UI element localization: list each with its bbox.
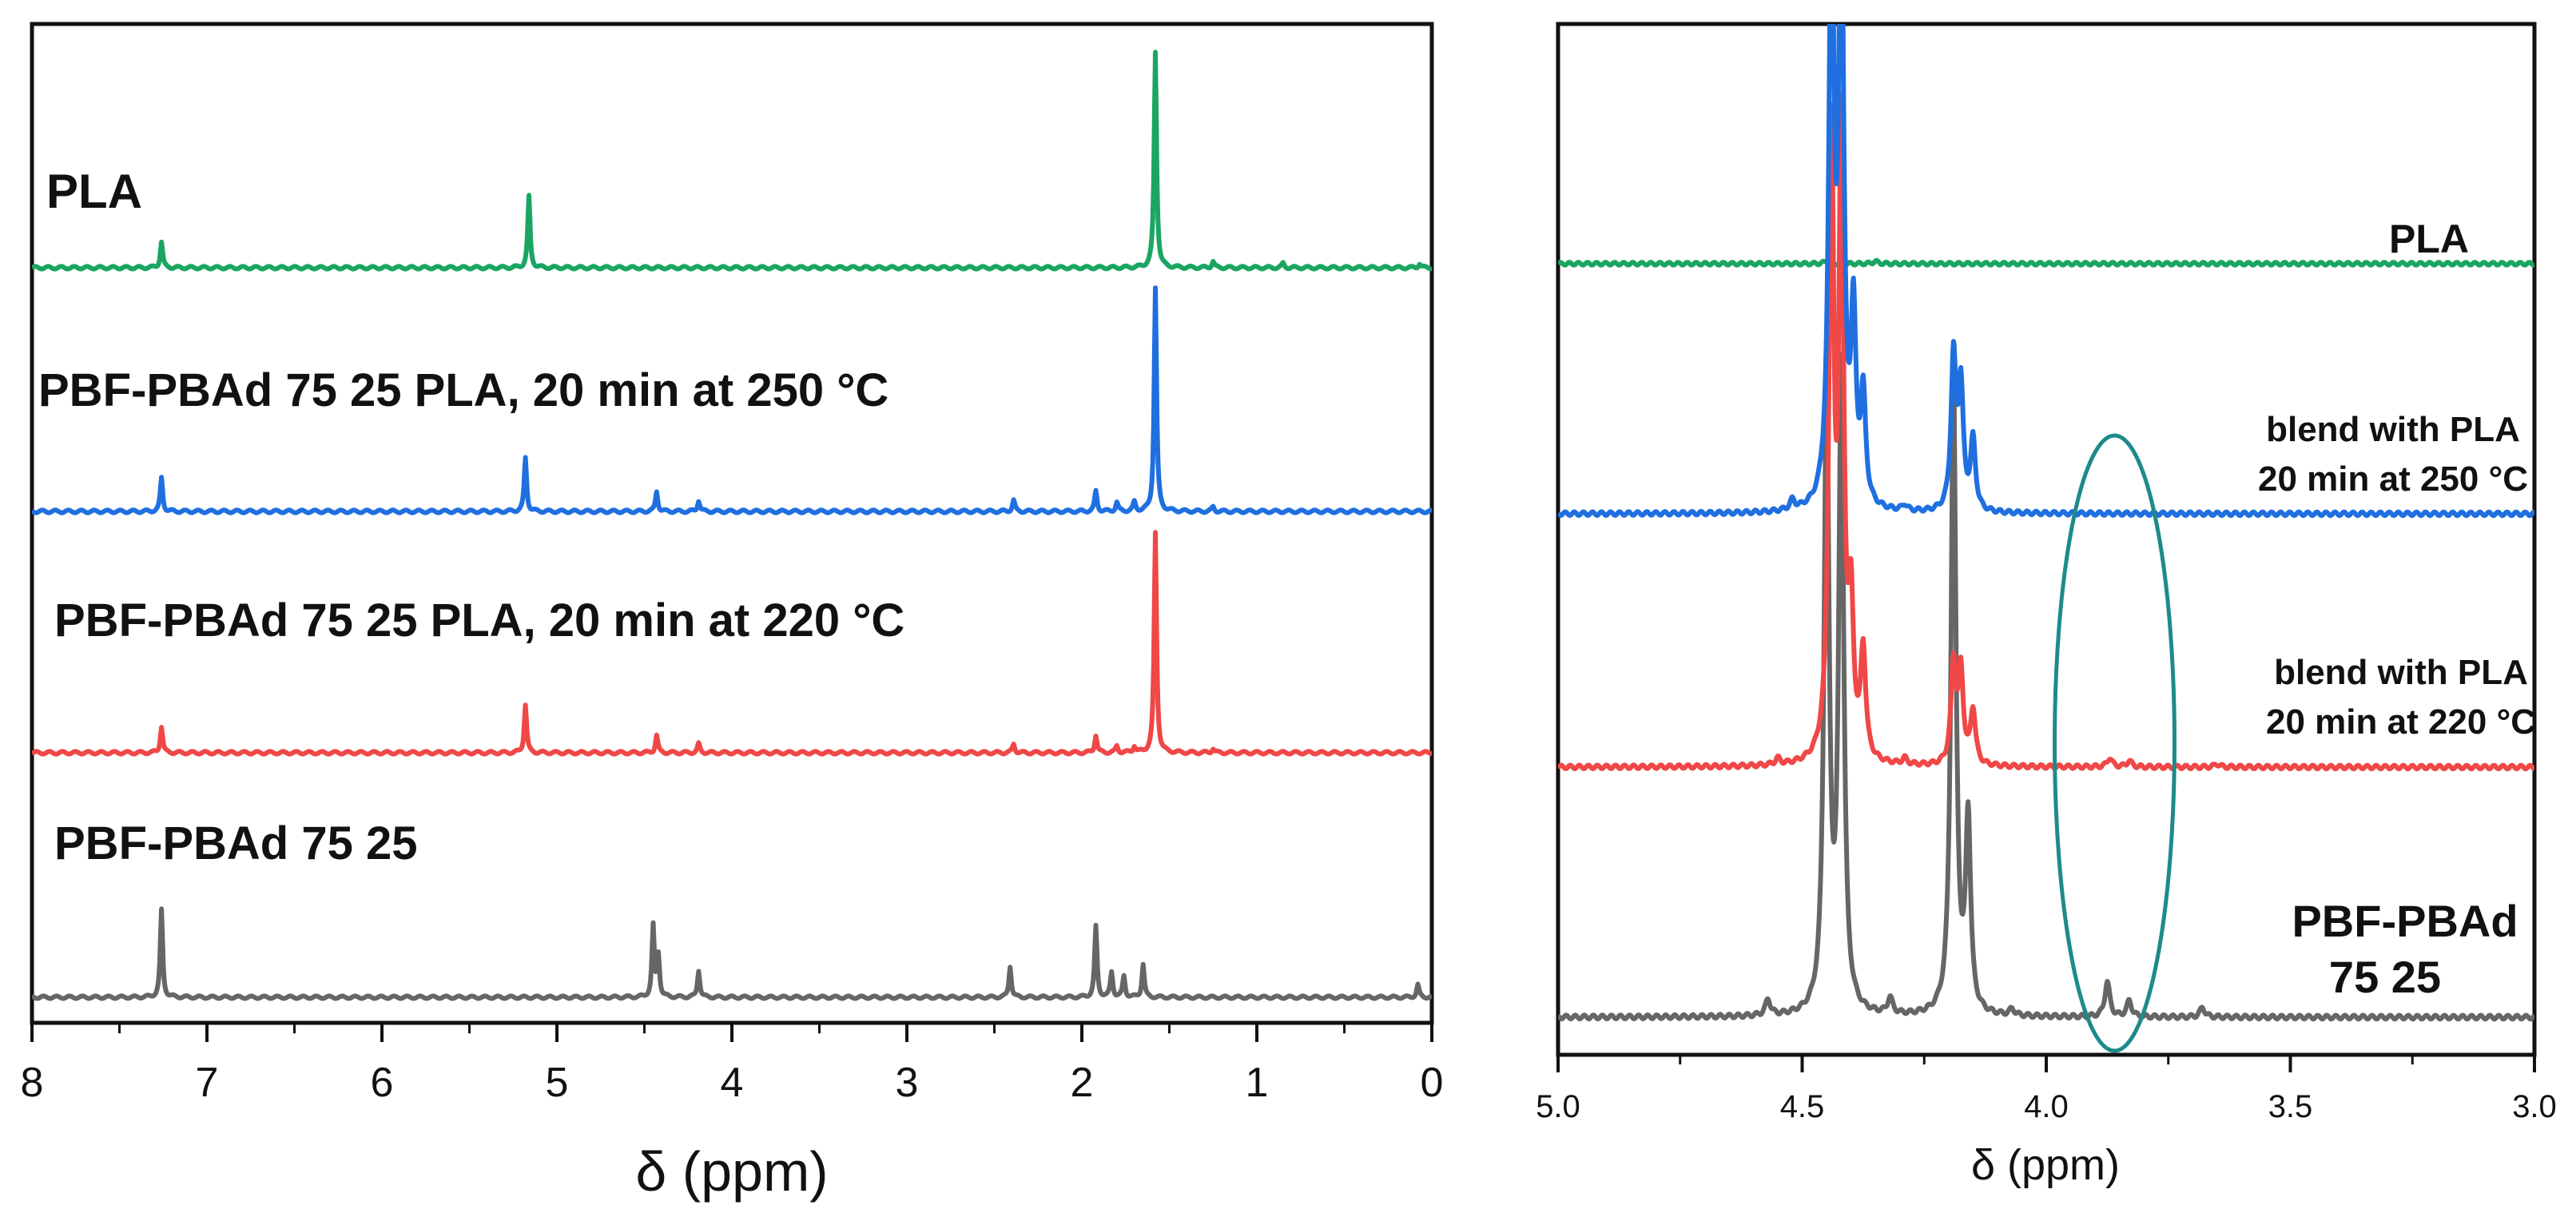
right-label-blend-220-line2: 20 min at 220 °C (2266, 702, 2536, 742)
right-series-pla (1558, 257, 2534, 268)
x-tick-label: 0 (1421, 1060, 1444, 1106)
right-label-blend-250-line2: 20 min at 250 °C (2258, 459, 2528, 499)
left-panel: 8 7 6 5 4 3 2 1 0 PLA PBF-PBAd 75 25 PLA, 20 min… (21, 22, 1444, 1203)
x-tick-label: 4 (721, 1060, 744, 1106)
left-label-blend-250: PBF-PBAd 75 25 PLA, 20 min at 250 °C (38, 364, 888, 416)
right-label-pbf-pbad-line2: 75 25 (2329, 952, 2441, 1002)
left-plot-frame (30, 22, 1434, 1025)
right-label-blend-250-line1: blend with PLA (2266, 410, 2520, 449)
left-label-pla: PLA (46, 165, 142, 218)
left-label-blend-220: PBF-PBAd 75 25 PLA, 20 min at 220 °C (54, 595, 904, 646)
x-tick-label: 5.0 (1536, 1089, 1580, 1124)
x-tick-label: 4.0 (2024, 1089, 2069, 1124)
left-series-blend-250 (32, 285, 1432, 515)
left-series-pbf-pbad (32, 906, 1432, 1001)
x-tick-label: 2 (1071, 1060, 1094, 1106)
x-tick-label: 3.0 (2512, 1089, 2557, 1124)
right-label-pla: PLA (2389, 217, 2469, 261)
x-tick-label: 3.5 (2268, 1089, 2313, 1124)
x-tick-label: 5 (546, 1060, 569, 1106)
left-x-axis-label: δ (ppm) (635, 1140, 828, 1203)
left-spectra (32, 50, 1432, 1001)
right-x-axis-label: δ (ppm) (1971, 1141, 2120, 1189)
x-tick-label: 8 (21, 1060, 44, 1106)
right-label-blend-220-line1: blend with PLA (2274, 653, 2528, 692)
left-series-blend-220 (32, 530, 1432, 757)
x-tick-label: 1 (1246, 1060, 1269, 1106)
x-tick-label: 7 (196, 1060, 219, 1106)
right-spectra (1558, 24, 2534, 1022)
x-tick-label: 3 (896, 1060, 919, 1106)
left-x-axis: 8 7 6 5 4 3 2 1 0 (21, 1023, 1444, 1106)
x-tick-label: 6 (371, 1060, 394, 1106)
right-label-pbf-pbad-line1: PBF-PBAd (2292, 896, 2518, 946)
left-series-pla (32, 50, 1432, 272)
right-series-blend-250 (1558, 24, 2534, 519)
x-tick-label: 4.5 (1780, 1089, 1825, 1124)
right-panel: 5.0 4.5 4.0 3.5 3.0 PLA blend with PLA 20 mi… (1536, 22, 2557, 1189)
right-series-pbf-pbad (1558, 350, 2534, 1022)
right-x-axis: 5.0 4.5 4.0 3.5 3.0 (1536, 1055, 2557, 1124)
left-label-pbf-pbad: PBF-PBAd 75 25 (54, 817, 417, 869)
highlight-ellipse (2053, 433, 2176, 1053)
right-series-blend-220 (1558, 92, 2534, 772)
